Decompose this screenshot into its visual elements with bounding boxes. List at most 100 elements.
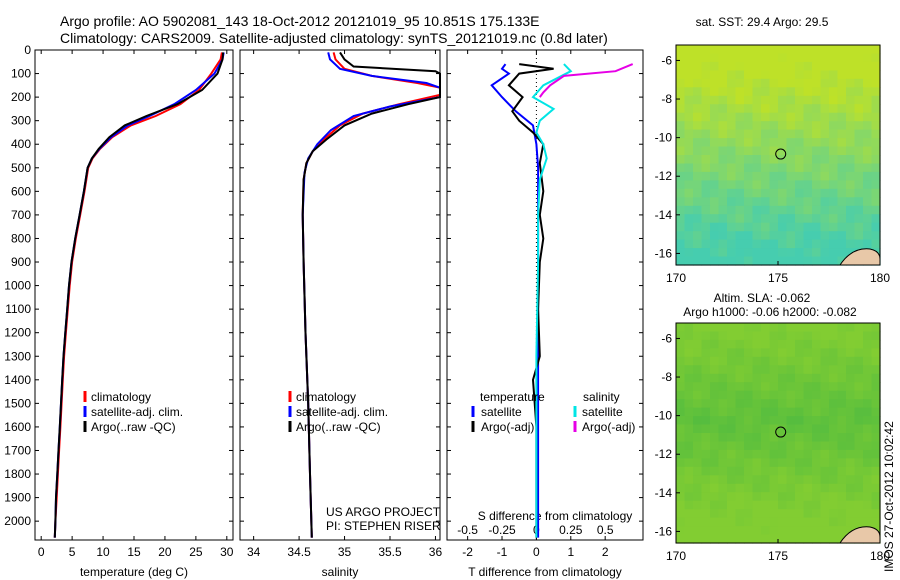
- map-cell: [718, 441, 728, 451]
- map-cell: [812, 214, 822, 224]
- map-cell: [676, 475, 686, 485]
- map-cell: [710, 138, 720, 148]
- map-cell: [727, 449, 737, 459]
- map-cell: [701, 390, 711, 400]
- map-cell: [786, 95, 796, 105]
- map-cell: [854, 78, 864, 88]
- map-cell: [701, 424, 711, 434]
- map-cell: [820, 492, 830, 502]
- map-cell: [735, 87, 745, 97]
- map-cell: [837, 180, 847, 190]
- map-cell: [710, 466, 720, 476]
- x-tick-label: -2: [462, 545, 473, 559]
- map-cell: [727, 239, 737, 249]
- map-cell: [676, 171, 686, 181]
- map-cell: [863, 197, 873, 207]
- map-cell: [735, 475, 745, 485]
- map-cell: [693, 197, 703, 207]
- x-tick-label: 0: [38, 545, 45, 559]
- map-cell: [778, 526, 788, 536]
- map-cell: [769, 239, 779, 249]
- map-cell: [701, 433, 711, 443]
- map-cell: [854, 483, 864, 493]
- map-cell: [727, 214, 737, 224]
- map-cell: [684, 70, 694, 80]
- map-cell: [752, 526, 762, 536]
- map-cell: [693, 356, 703, 366]
- map-cell: [820, 121, 830, 131]
- map-cell: [820, 331, 830, 341]
- map-cell: [778, 517, 788, 527]
- map-cell: [871, 331, 881, 341]
- map-cell: [761, 390, 771, 400]
- map-cell: [786, 78, 796, 88]
- map-cell: [795, 509, 805, 519]
- map-cell: [718, 256, 728, 266]
- map-cell: [786, 424, 796, 434]
- map-cell: [752, 129, 762, 139]
- map-cell: [744, 483, 754, 493]
- map-cell: [846, 248, 856, 258]
- map-cell: [676, 53, 686, 63]
- map-cell: [693, 95, 703, 105]
- map-cell: [812, 407, 822, 417]
- map-cell: [854, 399, 864, 409]
- map-cell: [718, 475, 728, 485]
- map-cell: [871, 163, 881, 173]
- map-cell: [684, 373, 694, 383]
- argo-location-marker: [775, 148, 787, 160]
- map-cell: [676, 239, 686, 249]
- map-cell: [820, 231, 830, 241]
- map-cell: [846, 365, 856, 375]
- legend-label: satellite: [481, 405, 522, 419]
- map-cell: [829, 155, 839, 165]
- map-cell: [812, 222, 822, 232]
- map-cell: [676, 188, 686, 198]
- map-cell: [863, 441, 873, 451]
- map-cell: [761, 70, 771, 80]
- y-tick-label: -8: [661, 370, 672, 384]
- map-cell: [735, 188, 745, 198]
- map-cell: [778, 424, 788, 434]
- map-cell: [829, 323, 839, 333]
- sst-map: 170 175 180 -6 -8 -10 -12 -14 -16: [655, 44, 890, 285]
- map-cell: [693, 526, 703, 536]
- map-cell: [803, 475, 813, 485]
- map-cell: [846, 53, 856, 63]
- map-cell: [735, 441, 745, 451]
- x-tick-label: 34: [247, 545, 261, 559]
- map-cell: [812, 433, 822, 443]
- top-x-tick-label: -0.5: [457, 523, 478, 537]
- map-cell: [871, 407, 881, 417]
- map-cell: [795, 214, 805, 224]
- map-cell: [786, 163, 796, 173]
- y-tick-label: 1400: [4, 373, 31, 387]
- map-cell: [761, 239, 771, 249]
- header-line-1: Argo profile: AO 5902081_143 18-Oct-2012…: [60, 13, 540, 29]
- map-cell: [684, 231, 694, 241]
- map-cell: [786, 239, 796, 249]
- map-cell: [786, 509, 796, 519]
- map-cell: [718, 95, 728, 105]
- map-cell: [846, 433, 856, 443]
- map-cell: [710, 356, 720, 366]
- map-cell: [786, 373, 796, 383]
- map-cell: [795, 121, 805, 131]
- salinity-panel: 34 34.5 35 35.5 36 salinity climatologysatelli…: [239, 49, 442, 579]
- map-cell: [761, 214, 771, 224]
- map-cell: [803, 87, 813, 97]
- map-cell: [829, 61, 839, 71]
- map-cell: [795, 458, 805, 468]
- map-cell: [812, 331, 822, 341]
- map-cell: [820, 323, 830, 333]
- map-cell: [778, 87, 788, 97]
- map-cell: [676, 155, 686, 165]
- map-cell: [693, 449, 703, 459]
- map-cell: [837, 424, 847, 434]
- x-tick-label: 1: [567, 545, 574, 559]
- map-cell: [863, 331, 873, 341]
- y-tick-label: -6: [661, 331, 672, 345]
- map-cell: [803, 509, 813, 519]
- map-cell: [846, 146, 856, 156]
- map-cell: [863, 416, 873, 426]
